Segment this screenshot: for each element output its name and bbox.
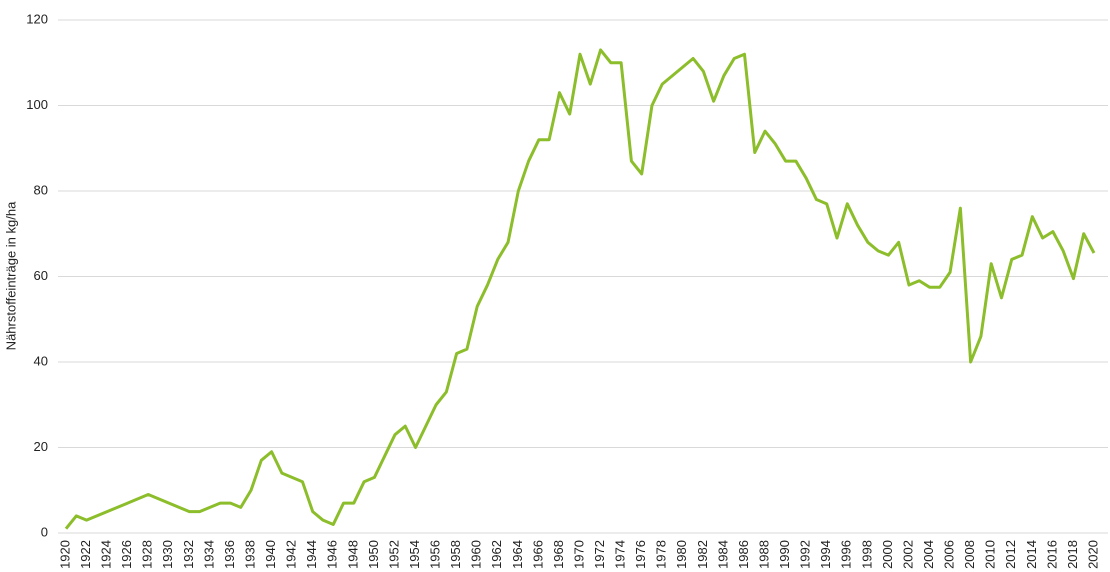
x-tick-label: 1956 — [428, 540, 443, 569]
x-tick-label: 1964 — [510, 540, 525, 569]
x-tick-label: 2008 — [962, 540, 977, 569]
x-tick-label: 1954 — [407, 540, 422, 569]
x-tick-label: 1922 — [78, 540, 93, 569]
x-tick-label: 2020 — [1085, 540, 1100, 569]
x-tick-label: 1960 — [469, 540, 484, 569]
x-tick-label: 1996 — [839, 540, 854, 569]
x-tick-label: 1936 — [222, 540, 237, 569]
x-tick-label: 2010 — [983, 540, 998, 569]
x-tick-label: 1986 — [736, 540, 751, 569]
y-tick-label: 100 — [26, 97, 48, 112]
x-tick-label: 1950 — [366, 540, 381, 569]
x-tick-label: 1968 — [551, 540, 566, 569]
x-tick-label: 1978 — [654, 540, 669, 569]
x-tick-label: 1992 — [798, 540, 813, 569]
x-tick-label: 2004 — [921, 540, 936, 569]
x-tick-label: 1982 — [695, 540, 710, 569]
x-tick-label: 2006 — [942, 540, 957, 569]
data-line — [64, 48, 1096, 530]
x-tick-label: 1958 — [448, 540, 463, 569]
x-tick-label: 1998 — [859, 540, 874, 569]
x-tick-label: 1934 — [201, 540, 216, 569]
x-tick-label: 1984 — [715, 540, 730, 569]
x-tick-label: 1930 — [160, 540, 175, 569]
x-tick-label: 2000 — [880, 540, 895, 569]
x-tick-label: 1940 — [263, 540, 278, 569]
x-tick-label: 1994 — [818, 540, 833, 569]
x-tick-label: 1972 — [592, 540, 607, 569]
x-tick-label: 1928 — [140, 540, 155, 569]
x-tick-label: 1970 — [571, 540, 586, 569]
x-tick-label: 1980 — [674, 540, 689, 569]
x-tick-label: 1920 — [57, 540, 72, 569]
x-tick-label: 1962 — [489, 540, 504, 569]
y-tick-label: 60 — [34, 268, 48, 283]
x-tick-label: 1926 — [119, 540, 134, 569]
y-tick-label: 120 — [26, 11, 48, 26]
y-axis-label: Nährstoffeinträge in kg/ha — [3, 201, 18, 350]
x-tick-label: 1988 — [756, 540, 771, 569]
x-tick-label: 1974 — [613, 540, 628, 569]
x-tick-label: 2018 — [1065, 540, 1080, 569]
x-tick-label: 1948 — [345, 540, 360, 569]
x-tick-label: 1966 — [530, 540, 545, 569]
x-tick-label: 1932 — [181, 540, 196, 569]
x-tick-label: 1938 — [242, 540, 257, 569]
x-tick-label: 1946 — [325, 540, 340, 569]
x-tick-label: 2016 — [1044, 540, 1059, 569]
y-tick-label: 20 — [34, 439, 48, 454]
x-tick-label: 2014 — [1024, 540, 1039, 569]
y-tick-label: 40 — [34, 353, 48, 368]
y-tick-label: 80 — [34, 182, 48, 197]
x-tick-label: 1942 — [284, 540, 299, 569]
y-tick-label: 0 — [41, 524, 48, 539]
x-tick-label: 2012 — [1003, 540, 1018, 569]
x-tick-label: 1944 — [304, 540, 319, 569]
x-tick-label: 1924 — [99, 540, 114, 569]
x-tick-label: 2002 — [900, 540, 915, 569]
x-tick-label: 1952 — [386, 540, 401, 569]
x-tick-label: 1990 — [777, 540, 792, 569]
x-tick-label: 1976 — [633, 540, 648, 569]
